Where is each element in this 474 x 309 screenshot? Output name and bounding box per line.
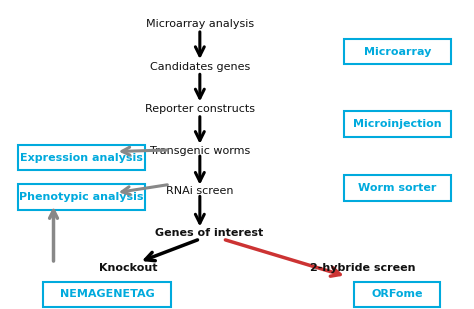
Text: 2-hybride screen: 2-hybride screen xyxy=(310,263,415,273)
FancyBboxPatch shape xyxy=(354,281,440,307)
Text: Knockout: Knockout xyxy=(99,263,157,273)
FancyBboxPatch shape xyxy=(344,175,451,201)
FancyBboxPatch shape xyxy=(18,145,145,170)
Text: Microinjection: Microinjection xyxy=(353,119,442,129)
Text: Reporter constructs: Reporter constructs xyxy=(145,104,255,114)
Text: Transgenic worms: Transgenic worms xyxy=(150,146,250,156)
Text: Genes of interest: Genes of interest xyxy=(155,228,263,238)
Text: NEMAGENETAG: NEMAGENETAG xyxy=(60,290,155,299)
Text: Worm sorter: Worm sorter xyxy=(358,183,437,193)
FancyBboxPatch shape xyxy=(344,39,451,64)
Text: Microarray: Microarray xyxy=(364,47,431,57)
Text: ORFome: ORFome xyxy=(372,290,423,299)
Text: Candidates genes: Candidates genes xyxy=(150,62,250,72)
Text: Phenotypic analysis: Phenotypic analysis xyxy=(19,192,144,202)
FancyBboxPatch shape xyxy=(344,111,451,137)
Text: RNAi screen: RNAi screen xyxy=(166,186,234,196)
FancyBboxPatch shape xyxy=(18,184,145,210)
Text: Microarray analysis: Microarray analysis xyxy=(146,19,254,29)
Text: Expression analysis: Expression analysis xyxy=(20,153,143,163)
FancyBboxPatch shape xyxy=(43,281,171,307)
